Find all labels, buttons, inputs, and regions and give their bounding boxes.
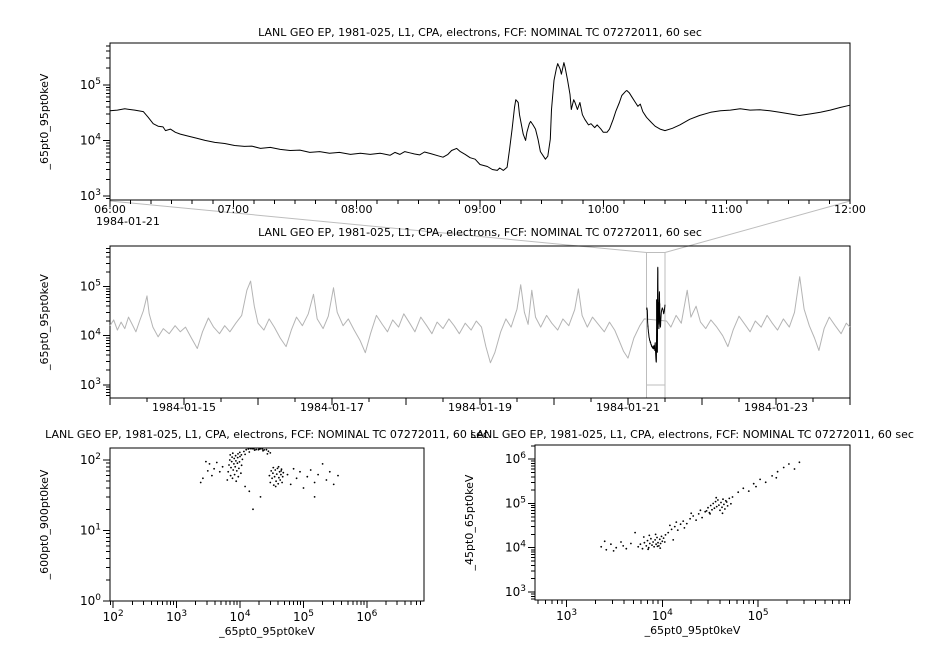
axis-text: 102 103 104 105 106 100 101 102 LANL GEO EP, 198…: [38, 428, 489, 638]
zoom-connector-left: [109, 200, 647, 253]
y-tick-label: 103: [80, 188, 101, 203]
x-axis-context-date: 1984-01-21: [96, 215, 160, 228]
y-axis-label: _45pt0_65pt0keV: [463, 474, 476, 571]
x-tick-label: 105: [748, 608, 769, 623]
y-tick-label: 105: [80, 279, 101, 294]
x-tick-label: 103: [556, 608, 577, 623]
x-axis-label: _65pt0_95pt0keV: [644, 624, 741, 637]
x-tick-label: 102: [103, 609, 124, 624]
panel-detail[interactable]: 06:00 07:00 08:00 09:00 10:00 11:00 12:00 1984-…: [38, 26, 866, 228]
series-electron-flux-65-95keV: [109, 62, 851, 171]
plot-frame: [109, 245, 851, 399]
x-tick-label: 06:00: [94, 203, 126, 216]
panel-title: LANL GEO EP, 1981-025, L1, CPA, electron…: [258, 226, 702, 239]
y-tick-label: 104: [505, 540, 526, 555]
axis-ticks: [528, 445, 850, 607]
x-tick-label: 1984-01-19: [448, 401, 512, 414]
x-axis-label: _65pt0_95pt0keV: [218, 625, 315, 638]
x-tick-label: 08:00: [341, 203, 373, 216]
x-tick-label: 104: [230, 609, 251, 624]
axis-ticks: [103, 248, 851, 405]
x-tick-label: 1984-01-21: [596, 401, 660, 414]
y-tick-label: 105: [505, 495, 526, 510]
panel-title: LANL GEO EP, 1981-025, L1, CPA, electron…: [258, 26, 702, 39]
x-tick-label: 106: [356, 609, 377, 624]
panel-scatter-45-65[interactable]: 103 104 105 103 104 105 106 LANL GEO EP, 1981-0…: [463, 428, 914, 637]
panel-title: LANL GEO EP, 1981-025, L1, CPA, electron…: [45, 428, 489, 441]
panel-scatter-600-900[interactable]: 102 103 104 105 106 100 101 102 LANL GEO EP, 198…: [38, 428, 489, 638]
series-detail-overlay: [646, 266, 666, 363]
x-tick-label: 1984-01-23: [744, 401, 808, 414]
x-tick-label: 1984-01-15: [152, 401, 216, 414]
y-tick-label: 103: [505, 584, 526, 599]
y-tick-label: 104: [80, 328, 101, 343]
y-tick-label: 103: [80, 377, 101, 392]
y-axis-label: _600pt0_900pt0keV: [38, 469, 51, 580]
panel-overview[interactable]: 1984-01-15 1984-01-17 1984-01-19 1984-01-21…: [38, 226, 851, 414]
y-axis-label: _65pt0_95pt0keV: [38, 73, 51, 170]
zoom-region-indicator[interactable]: [109, 200, 851, 398]
axis-ticks: [103, 45, 851, 207]
axis-text: 1984-01-15 1984-01-17 1984-01-19 1984-01-21…: [38, 226, 808, 414]
series-correlation-45-65-vs-65-95: [600, 461, 801, 552]
panel-title: LANL GEO EP, 1981-025, L1, CPA, electron…: [470, 428, 914, 441]
y-tick-label: 102: [80, 452, 101, 467]
x-tick-label: 105: [293, 609, 314, 624]
x-tick-label: 103: [166, 609, 187, 624]
x-tick-label: 11:00: [711, 203, 743, 216]
axis-text: 103 104 105 103 104 105 106 LANL GEO EP, 1981-0…: [463, 428, 914, 637]
zoom-connector-right: [664, 200, 851, 253]
series-correlation-600-900-vs-65-95: [199, 447, 339, 511]
y-axis-label: _65pt0_95pt0keV: [38, 274, 51, 371]
y-tick-label: 101: [80, 522, 101, 537]
axis-ticks: [103, 459, 422, 608]
x-tick-label: 1984-01-17: [300, 401, 364, 414]
x-tick-label: 12:00: [834, 203, 866, 216]
x-tick-label: 104: [652, 608, 673, 623]
plot-frame: [534, 444, 851, 601]
plot-frame: [109, 42, 851, 201]
x-tick-label: 07:00: [217, 203, 249, 216]
y-tick-label: 104: [80, 132, 101, 147]
series-electron-flux-overview: [109, 276, 851, 364]
x-tick-label: 10:00: [587, 203, 619, 216]
y-tick-label: 105: [80, 77, 101, 92]
y-tick-label: 100: [80, 593, 101, 608]
x-tick-label: 09:00: [464, 203, 496, 216]
axis-text: 06:00 07:00 08:00 09:00 10:00 11:00 12:00 1984-…: [38, 26, 866, 228]
plot-frame: [109, 447, 425, 602]
y-tick-label: 106: [505, 451, 526, 466]
